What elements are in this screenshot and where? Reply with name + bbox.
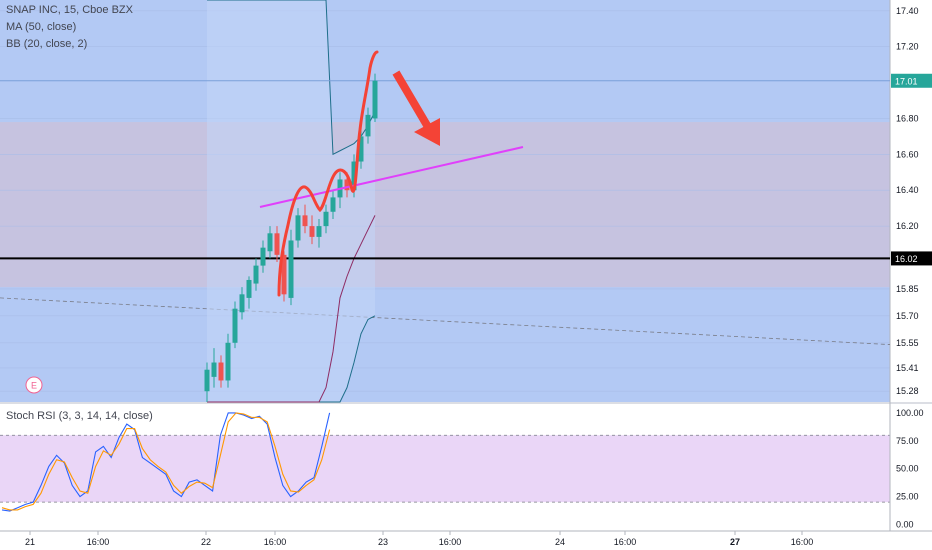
time-tick-label: 16:00 xyxy=(791,537,814,547)
candle-body xyxy=(211,362,217,377)
stoch-tick-label: 75.00 xyxy=(896,436,919,446)
price-zone-1 xyxy=(0,122,890,288)
candle-body xyxy=(344,179,350,191)
candle-body xyxy=(295,215,301,241)
candle-body xyxy=(232,308,238,343)
time-tick-label: 27 xyxy=(730,537,740,547)
price-tick-label: 15.70 xyxy=(896,311,919,321)
price-tick-label: 16.80 xyxy=(896,113,919,123)
price-tick-label: 16.60 xyxy=(896,149,919,159)
earnings-marker xyxy=(25,376,43,394)
bb-legend[interactable]: BB (20, close, 2) xyxy=(6,38,88,50)
time-tick-label: 24 xyxy=(555,537,565,547)
candle-body xyxy=(218,362,224,381)
price-tick-label: 15.28 xyxy=(896,386,919,396)
earnings-marker-label: E xyxy=(31,381,37,391)
last-price-label: 17.01 xyxy=(895,76,918,86)
trendline xyxy=(259,146,524,208)
stoch-rsi-legend[interactable]: Stoch RSI (3, 3, 14, 14, close) xyxy=(6,410,153,422)
candle-body xyxy=(267,233,273,252)
arrow-shaft xyxy=(392,70,434,133)
stoch-tick-label: 50.00 xyxy=(896,464,919,474)
price-tick-label: 16.20 xyxy=(896,221,919,231)
candle-body xyxy=(358,136,364,162)
ma-legend[interactable]: MA (50, close) xyxy=(6,21,77,33)
candle-body xyxy=(253,265,259,284)
bollinger-middle-line xyxy=(207,215,376,403)
candle-body xyxy=(225,342,231,381)
time-tick-label: 16:00 xyxy=(264,537,287,547)
bollinger-upper-line xyxy=(207,0,376,156)
candle-body xyxy=(372,80,378,119)
last-price-badge xyxy=(891,73,932,88)
time-tick-label: 21 xyxy=(25,537,35,547)
candle-body xyxy=(281,254,287,295)
stoch-tick-label: 25.00 xyxy=(896,492,919,502)
time-tick-label: 16:00 xyxy=(439,537,462,547)
price-tick-label: 17.40 xyxy=(896,6,919,16)
candle-body xyxy=(274,233,280,255)
time-tick-label: 16:00 xyxy=(614,537,637,547)
price-tick-label: 15.41 xyxy=(896,363,919,373)
time-tick-label: 23 xyxy=(378,537,388,547)
stoch-k-line xyxy=(1,412,331,512)
candle-body xyxy=(365,114,371,137)
stoch-tick-label: 0.00 xyxy=(896,519,914,529)
support-level-badge xyxy=(891,251,932,266)
candle-body xyxy=(316,226,322,237)
candle-body xyxy=(204,369,210,392)
time-tick-label: 22 xyxy=(201,537,211,547)
candle-body xyxy=(302,215,308,227)
support-level-label: 16.02 xyxy=(895,254,918,264)
price-tick-label: 15.55 xyxy=(896,338,919,348)
candle-body xyxy=(330,197,336,212)
price-tick-label: 16.40 xyxy=(896,185,919,195)
hand-drawn-curve xyxy=(277,50,379,297)
stoch-d-line xyxy=(1,412,331,511)
time-tick-label: 16:00 xyxy=(87,537,110,547)
candle-body xyxy=(288,240,294,298)
symbol-legend[interactable]: SNAP INC, 15, Cboe BZX xyxy=(6,4,133,16)
stoch-tick-label: 100.00 xyxy=(896,408,924,418)
moving-average-line xyxy=(0,297,891,345)
candle-body xyxy=(323,211,329,227)
arrow-head xyxy=(414,118,440,146)
stoch-band-fill xyxy=(0,435,890,503)
candle-body xyxy=(351,161,357,191)
price-tick-label: 15.85 xyxy=(896,284,919,294)
candle-body xyxy=(246,279,252,298)
candle-body xyxy=(260,247,266,266)
candle-body xyxy=(309,226,315,237)
candle-body xyxy=(239,294,245,313)
price-tick-label: 17.20 xyxy=(896,42,919,52)
